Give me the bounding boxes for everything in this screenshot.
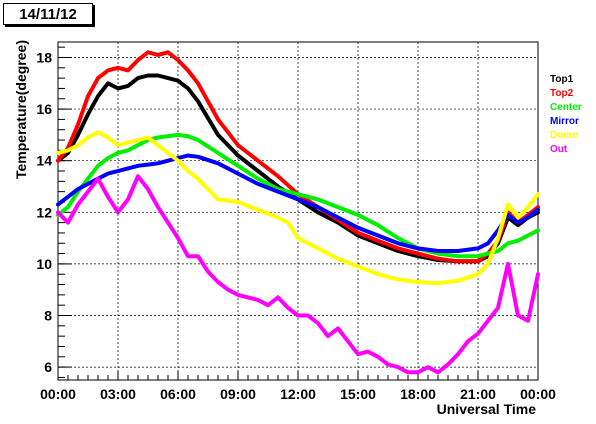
x-axis-title: Universal Time xyxy=(437,401,537,417)
y-tick-label: 8 xyxy=(44,307,52,323)
legend-entry-mirror: Mirror xyxy=(550,116,579,127)
axis-ticks xyxy=(57,46,539,380)
legend-entry-out: Out xyxy=(550,144,568,155)
y-tick-label: 12 xyxy=(36,204,52,220)
series-line-mirror xyxy=(56,153,540,253)
x-tick-label: 21:00 xyxy=(460,386,496,402)
series-line-center xyxy=(56,132,540,259)
series-line-out xyxy=(56,174,540,375)
x-tick-label: 00:00 xyxy=(520,386,556,402)
x-tick-label: 00:00 xyxy=(40,386,76,402)
tick-labels: 00:00 03:00 06:00 09:00 12:00 15:00 18:00 21:00… xyxy=(36,49,556,402)
legend-entry-top2: Top2 xyxy=(550,88,574,99)
series-line-dome xyxy=(56,130,540,286)
x-tick-label: 18:00 xyxy=(400,386,436,402)
x-tick-label: 12:00 xyxy=(280,386,316,402)
y-axis-title: Temperature(degree) xyxy=(13,40,29,179)
chart-title: 14/11/12 xyxy=(19,5,77,23)
legend-entry-top1: Top1 xyxy=(550,74,574,85)
legend-entry-center: Center xyxy=(550,102,582,113)
legend-entry-dome: Dome xyxy=(550,130,578,141)
legend: Top1 Top2 Center Mirror Dome Out xyxy=(550,74,582,155)
x-tick-label: 09:00 xyxy=(220,386,256,402)
y-tick-label: 6 xyxy=(44,359,52,375)
y-tick-label: 14 xyxy=(36,153,52,169)
grid-lines xyxy=(58,42,538,380)
x-tick-label: 06:00 xyxy=(160,386,196,402)
x-tick-label: 15:00 xyxy=(340,386,376,402)
series-line-top2 xyxy=(56,50,540,264)
y-tick-label: 10 xyxy=(36,256,52,272)
y-tick-label: 18 xyxy=(36,49,52,65)
x-tick-label: 03:00 xyxy=(100,386,136,402)
chart-title-box: 14/11/12 xyxy=(3,3,93,25)
y-tick-label: 16 xyxy=(36,101,52,117)
data-series xyxy=(56,50,540,375)
